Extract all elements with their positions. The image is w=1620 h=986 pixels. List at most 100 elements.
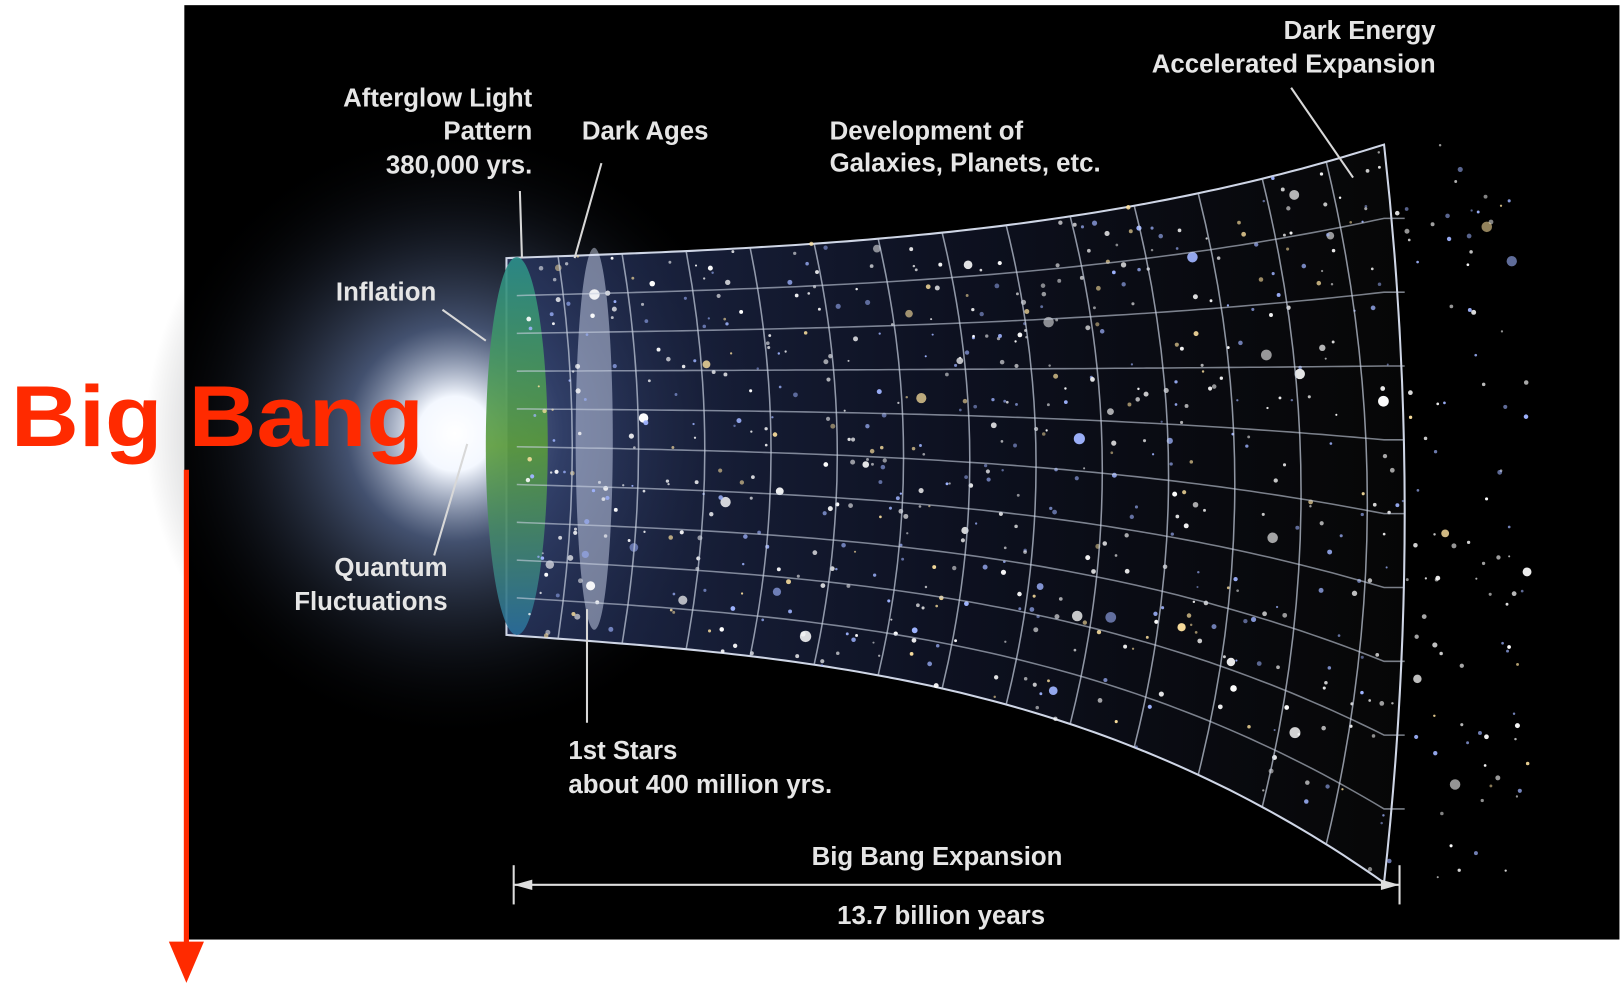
star xyxy=(1324,681,1328,685)
star xyxy=(903,513,909,519)
star xyxy=(1124,533,1129,538)
star xyxy=(1174,380,1178,384)
star xyxy=(815,270,819,275)
star xyxy=(1341,788,1344,791)
star xyxy=(725,322,729,326)
star xyxy=(986,477,991,482)
star xyxy=(1301,263,1307,269)
star xyxy=(1251,307,1255,311)
star xyxy=(1131,302,1135,306)
star xyxy=(586,581,596,591)
star xyxy=(1276,293,1281,297)
star xyxy=(919,444,922,447)
star xyxy=(1505,602,1509,606)
star xyxy=(1525,761,1530,766)
star xyxy=(1179,346,1184,351)
star xyxy=(820,664,824,667)
star xyxy=(878,332,881,335)
star xyxy=(812,550,818,556)
star xyxy=(1128,229,1133,234)
star xyxy=(575,363,581,369)
star xyxy=(1438,144,1442,147)
star xyxy=(1200,363,1204,367)
star xyxy=(1129,514,1134,520)
star xyxy=(1208,386,1213,391)
star xyxy=(921,606,925,610)
star xyxy=(558,535,563,540)
star xyxy=(866,457,869,461)
star xyxy=(1150,226,1154,230)
star xyxy=(1378,395,1389,407)
label: about 400 million yrs. xyxy=(568,771,832,799)
star xyxy=(1297,733,1301,736)
star xyxy=(694,480,699,485)
star xyxy=(1040,305,1044,309)
star xyxy=(761,618,765,622)
star xyxy=(1484,734,1489,740)
star xyxy=(971,307,975,312)
star xyxy=(1368,699,1372,702)
star xyxy=(1382,453,1388,459)
star xyxy=(1110,451,1114,455)
star xyxy=(1507,645,1511,649)
timeline: Big Bang Expansion 13.7 billion years xyxy=(512,843,1401,930)
grid-line xyxy=(516,408,1405,441)
star xyxy=(911,637,917,643)
star xyxy=(1436,876,1439,879)
star xyxy=(1319,521,1324,526)
star xyxy=(1449,779,1461,790)
star xyxy=(1114,720,1118,724)
star xyxy=(972,334,975,338)
star xyxy=(1414,634,1419,639)
star xyxy=(723,372,728,377)
star xyxy=(1035,705,1039,710)
star xyxy=(627,539,631,542)
star xyxy=(683,296,687,300)
star xyxy=(1045,429,1048,432)
star xyxy=(1245,444,1249,448)
grid-line xyxy=(516,365,1405,372)
star xyxy=(681,364,686,369)
star xyxy=(776,567,781,572)
star xyxy=(823,245,828,250)
star xyxy=(1174,403,1178,406)
star xyxy=(1488,592,1492,596)
star xyxy=(1500,330,1504,333)
star xyxy=(643,420,649,426)
star xyxy=(1174,342,1179,347)
star xyxy=(925,284,931,290)
label: 380,000 yrs. xyxy=(386,151,532,179)
star xyxy=(948,482,951,485)
star xyxy=(974,522,978,525)
star xyxy=(707,265,713,271)
star xyxy=(578,431,582,436)
star xyxy=(1237,220,1241,225)
star xyxy=(1071,610,1083,622)
star xyxy=(1401,499,1404,503)
star xyxy=(788,609,793,614)
star xyxy=(1404,207,1409,211)
star xyxy=(1408,390,1413,396)
star xyxy=(539,591,542,595)
star xyxy=(564,262,569,266)
star xyxy=(1275,605,1279,609)
star xyxy=(1269,313,1273,317)
star xyxy=(1497,469,1503,475)
star xyxy=(730,606,736,611)
star xyxy=(1290,398,1294,402)
star xyxy=(1203,508,1206,512)
star xyxy=(895,496,900,501)
star xyxy=(1091,569,1096,574)
star xyxy=(644,319,649,323)
star xyxy=(1433,533,1436,536)
star xyxy=(530,474,535,479)
star xyxy=(1160,420,1163,423)
star xyxy=(772,432,778,437)
star xyxy=(1506,649,1509,653)
star xyxy=(1321,725,1326,731)
star xyxy=(784,350,787,353)
star xyxy=(1013,443,1018,448)
star xyxy=(916,393,927,404)
star xyxy=(1161,606,1165,610)
star xyxy=(749,496,753,500)
